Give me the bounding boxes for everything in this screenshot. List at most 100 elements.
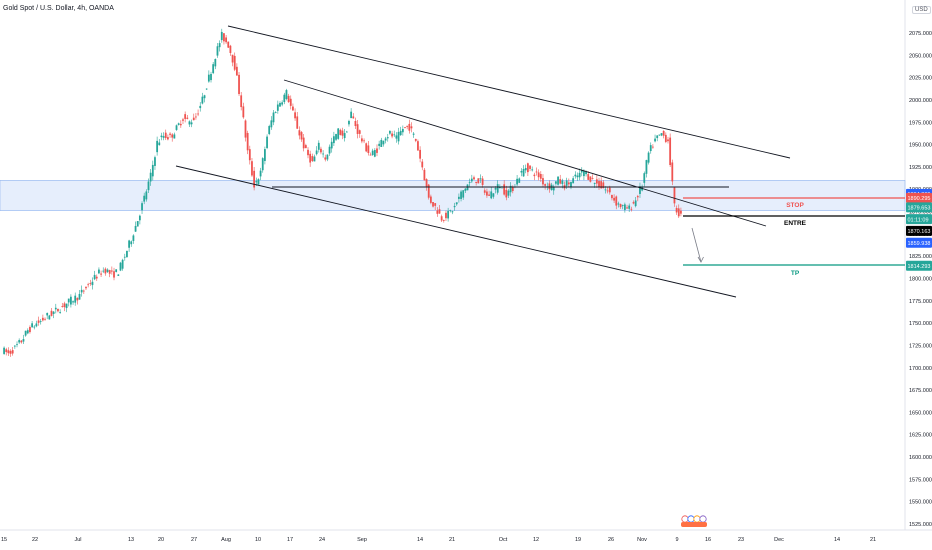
y-tick-label: 1975.000: [909, 120, 932, 126]
candle-body: [486, 191, 488, 196]
candle-body: [380, 139, 383, 147]
candle-body: [328, 146, 331, 154]
candle-body: [438, 209, 441, 214]
candle-body: [20, 340, 23, 343]
x-tick-label: 21: [449, 537, 455, 543]
candle-body: [320, 148, 322, 153]
candle-body: [225, 37, 227, 43]
candle-body: [572, 178, 575, 184]
candle-body: [419, 149, 421, 159]
candle-body: [95, 276, 98, 279]
candle-body: [378, 143, 381, 146]
candle-body: [276, 104, 279, 111]
candle-body: [589, 176, 592, 182]
candle-body: [205, 88, 208, 90]
candle-body: [365, 143, 368, 152]
candle-body: [80, 289, 83, 293]
candle-body: [511, 186, 514, 192]
candle-body: [529, 165, 531, 169]
candle-body: [143, 195, 146, 202]
support-zone-rect[interactable]: [0, 180, 906, 211]
candle-body: [591, 177, 594, 179]
candle-body: [74, 295, 77, 303]
candle-body: [85, 287, 87, 289]
candle-body: [526, 163, 529, 173]
candle-body: [343, 133, 346, 139]
y-tick-label: 1575.000: [909, 477, 932, 483]
candle-body: [395, 135, 398, 139]
candle-body: [248, 149, 251, 161]
candle-body: [559, 179, 562, 184]
candle-body: [490, 191, 493, 199]
candle-body: [266, 136, 268, 149]
lower-channel-trendline[interactable]: [175, 165, 737, 298]
candle-body: [369, 154, 372, 156]
candle-body: [382, 140, 385, 145]
candle-body: [429, 196, 432, 203]
candle-body: [658, 134, 661, 136]
candle-body: [264, 149, 266, 161]
candle-body: [404, 126, 406, 128]
candle-body: [324, 157, 327, 160]
candle-body: [421, 161, 424, 168]
y-tick-label: 2000.000: [909, 98, 932, 104]
candle-body: [440, 216, 443, 221]
candle-body: [223, 33, 225, 42]
candle-body: [356, 124, 359, 134]
candle-body: [654, 138, 656, 142]
candle-body: [175, 125, 178, 130]
candle-body: [341, 130, 344, 136]
symbol-title[interactable]: Gold Spot / U.S. Dollar, 4h, OANDA: [3, 5, 114, 12]
event-markers-bar[interactable]: [681, 522, 707, 527]
economic-event-marker-icon[interactable]: [693, 515, 701, 523]
candle-body: [33, 326, 36, 328]
candle-body: [309, 153, 312, 163]
candle-body: [423, 169, 426, 181]
candle-body: [498, 187, 501, 189]
candle-body: [87, 284, 90, 286]
x-tick-label: 14: [417, 537, 423, 543]
candle-body: [108, 270, 111, 274]
x-tick-label: 23: [738, 537, 744, 543]
price-axis-tag-text: 1879.653: [908, 206, 931, 212]
candle-body: [164, 132, 167, 139]
candle-body: [544, 184, 547, 186]
candle-body: [479, 178, 482, 180]
y-tick-label: 1800.000: [909, 277, 932, 283]
candle-body: [408, 123, 411, 131]
candle-body: [300, 132, 303, 140]
candle-body: [272, 112, 275, 123]
candle-body: [626, 207, 628, 209]
candle-body: [358, 130, 361, 134]
y-tick-label: 1825.000: [909, 254, 932, 260]
upper-channel-trendline[interactable]: [227, 25, 791, 159]
candle-body: [671, 162, 674, 182]
economic-event-marker-icon[interactable]: [687, 515, 695, 523]
economic-event-marker-icon[interactable]: [681, 515, 689, 523]
candle-body: [598, 181, 600, 188]
currency-badge[interactable]: USD: [912, 6, 931, 14]
candle-body: [376, 148, 378, 153]
candle-body: [156, 140, 159, 153]
candle-body: [242, 106, 245, 118]
candle-body: [229, 45, 232, 53]
candle-body: [348, 120, 350, 125]
candle-body: [138, 215, 141, 221]
economic-event-marker-icon[interactable]: [699, 515, 707, 523]
candle-body: [67, 298, 70, 303]
candle-body: [337, 128, 340, 139]
candle-body: [555, 181, 557, 184]
candle-body: [384, 138, 387, 141]
price-axis-tag: [906, 192, 932, 203]
candle-body: [106, 269, 109, 272]
y-tick-label: 1700.000: [909, 366, 932, 372]
candle-body: [199, 105, 202, 109]
candle-body: [447, 210, 450, 219]
candle-body: [37, 320, 40, 323]
candle-body: [65, 303, 68, 309]
x-tick-label: 24: [319, 537, 325, 543]
candle-body: [72, 301, 74, 303]
candle-body: [29, 326, 31, 333]
inner-channel-trendline[interactable]: [283, 79, 767, 227]
